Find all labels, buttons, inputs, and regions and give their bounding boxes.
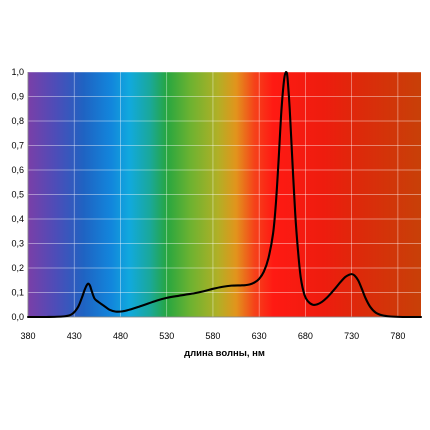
y-tick-label: 0,0	[11, 312, 24, 322]
y-tick-label: 1,0	[11, 67, 24, 77]
y-tick-label: 0,4	[11, 214, 24, 224]
y-tick-label: 0,6	[11, 165, 24, 175]
x-tick-labels: 380 430 480 530 580 630 680 730 780	[20, 331, 405, 341]
y-tick-labels: 0,0 0,1 0,2 0,3 0,4 0,5 0,6 0,7 0,8 0,9 1,0	[11, 67, 24, 322]
y-tick-label: 0,2	[11, 263, 24, 273]
axes	[27, 72, 421, 318]
y-tick-label: 0,7	[11, 141, 24, 151]
x-tick-label: 430	[67, 331, 82, 341]
x-tick-label: 530	[159, 331, 174, 341]
x-axis-label: длина волны, нм	[184, 348, 265, 359]
x-tick-label: 580	[205, 331, 220, 341]
grid-lines	[27, 71, 421, 318]
x-tick-label: 780	[390, 331, 405, 341]
y-tick-label: 0,9	[11, 92, 24, 102]
x-tick-label: 480	[113, 331, 128, 341]
x-tick-label: 380	[20, 331, 35, 341]
x-tick-label: 680	[298, 331, 313, 341]
x-tick-label: 730	[344, 331, 359, 341]
y-tick-label: 0,8	[11, 116, 24, 126]
y-tick-label: 0,1	[11, 288, 24, 298]
x-tick-label: 630	[252, 331, 267, 341]
y-tick-label: 0,5	[11, 190, 24, 200]
y-tick-label: 0,3	[11, 239, 24, 249]
spectrum-line	[26, 70, 423, 319]
